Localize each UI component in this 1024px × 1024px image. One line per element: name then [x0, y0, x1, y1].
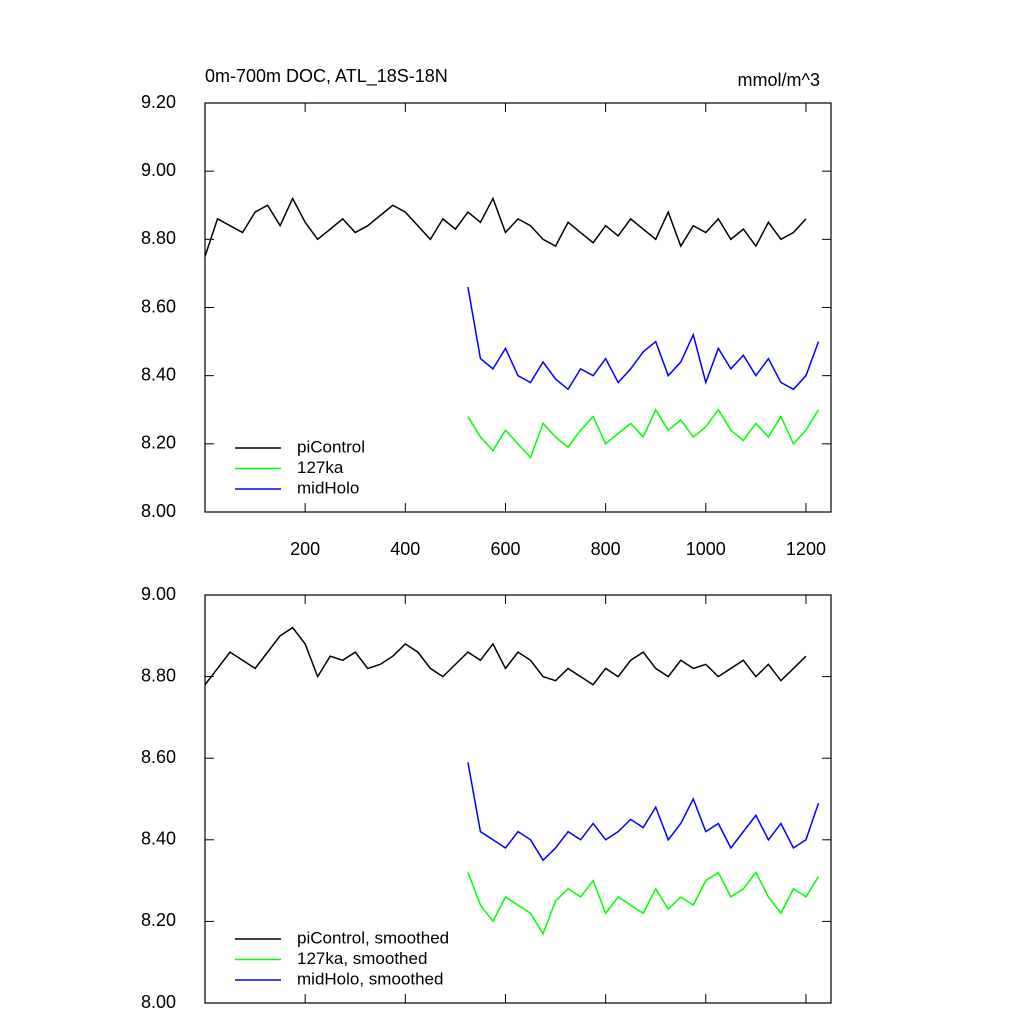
y-tick-label: 8.00 [141, 501, 176, 521]
x-tick-label: 1200 [786, 539, 826, 559]
y-tick-label: 9.20 [141, 92, 176, 112]
y-tick-label: 8.40 [141, 364, 176, 384]
series-line [467, 871, 820, 936]
legend-label: 127ka, smoothed [297, 949, 427, 968]
x-tick-label: 800 [591, 539, 621, 559]
legend-label: 127ka [297, 458, 344, 477]
y-tick-label: 8.60 [141, 296, 176, 316]
legend-label: midHolo, smoothed [297, 969, 443, 988]
chart-title: 0m-700m DOC, ATL_18S-18N [205, 66, 448, 87]
y-tick-label: 8.80 [141, 228, 176, 248]
legend-label: piControl, smoothed [297, 928, 449, 947]
x-tick-label: 600 [490, 539, 520, 559]
series-line [204, 626, 807, 686]
legend-label: midHolo [297, 478, 359, 497]
y-tick-label: 8.40 [141, 829, 176, 849]
series-line [467, 286, 820, 391]
series-line [467, 408, 820, 459]
y-tick-label: 8.20 [141, 910, 176, 930]
series-line [467, 762, 820, 862]
y-tick-label: 8.80 [141, 665, 176, 685]
units-label: mmol/m^3 [738, 70, 820, 90]
y-tick-label: 8.00 [141, 992, 176, 1012]
x-tick-label: 200 [290, 539, 320, 559]
y-tick-label: 8.60 [141, 747, 176, 767]
plot-frame [204, 594, 832, 1004]
y-tick-label: 9.00 [141, 160, 176, 180]
legend-label: piControl [297, 437, 365, 456]
series-line [204, 196, 807, 257]
y-tick-label: 9.00 [141, 584, 176, 604]
x-tick-label: 400 [390, 539, 420, 559]
x-tick-label: 1000 [686, 539, 726, 559]
y-tick-label: 8.20 [141, 433, 176, 453]
